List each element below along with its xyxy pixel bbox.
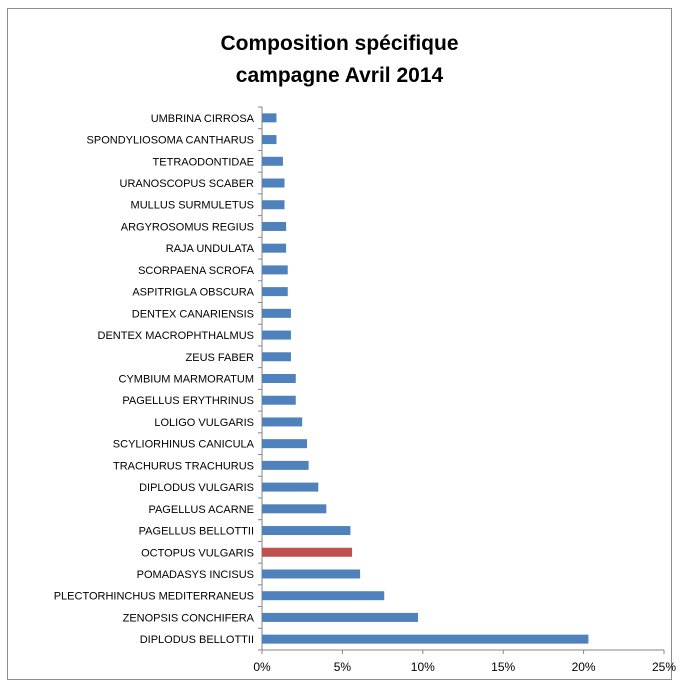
category-label: PLECTORHINCHUS MEDITERRANEUS	[54, 591, 254, 603]
x-tick-label: 25%	[652, 660, 676, 674]
x-tick-label: 20%	[572, 660, 596, 674]
chart-title-line-2: campagne Avril 2014	[235, 64, 444, 87]
category-label: DIPLODUS BELLOTTII	[140, 634, 254, 646]
category-label: DENTEX MACROPHTHALMUS	[98, 330, 254, 342]
bar	[262, 287, 288, 297]
bar	[262, 178, 285, 188]
category-label: OCTOPUS VULGARIS	[141, 547, 254, 559]
bar	[262, 569, 361, 579]
bar	[262, 352, 291, 362]
x-tick-label: 15%	[491, 660, 515, 674]
bar	[262, 526, 351, 536]
chart-title-line-1: Composition spécifique	[220, 32, 459, 55]
bar	[262, 265, 288, 275]
category-label: PAGELLUS ACARNE	[148, 504, 254, 516]
category-label: SPONDYLIOSOMA CANTHARUS	[87, 135, 254, 147]
bar	[262, 200, 285, 210]
bar	[262, 395, 296, 405]
chart-title: Composition spécifique campagne Avril 20…	[7, 28, 672, 92]
bar	[262, 374, 296, 383]
category-label: SCYLIORHINUS CANICULA	[113, 439, 255, 451]
bar	[262, 547, 353, 557]
category-label: UMBRINA CIRROSA	[151, 113, 255, 125]
bar	[262, 417, 303, 427]
category-label: ZENOPSIS CONCHIFERA	[123, 612, 255, 624]
bar	[262, 612, 418, 622]
category-label: POMADASYS INCISUS	[137, 569, 254, 581]
category-label: LOLIGO VULGARIS	[154, 417, 254, 429]
bar	[262, 460, 309, 470]
bar	[262, 135, 277, 145]
bar	[262, 156, 283, 166]
bar	[262, 308, 291, 318]
category-label: ASPITRIGLA OBSCURA	[132, 287, 254, 299]
category-label: PAGELLUS ERYTHRINUS	[122, 395, 254, 407]
x-tick-label: 10%	[411, 660, 435, 674]
category-label: ZEUS FABER	[186, 352, 255, 364]
category-label: MULLUS SURMULETUS	[131, 200, 254, 212]
category-label: PAGELLUS BELLOTTII	[139, 526, 254, 538]
bar	[262, 634, 589, 644]
bar	[262, 591, 385, 601]
bar	[262, 330, 291, 340]
category-label: SCORPAENA SCROFA	[138, 265, 255, 277]
category-label: DIPLODUS VULGARIS	[139, 482, 254, 494]
bar	[262, 243, 287, 253]
x-tick-label: 0%	[253, 660, 271, 674]
bar	[262, 482, 319, 492]
chart-frame	[7, 8, 672, 680]
bar	[262, 113, 277, 123]
category-label: DENTEX CANARIENSIS	[132, 308, 254, 320]
category-label: ARGYROSOMUS REGIUS	[121, 221, 254, 233]
category-label: TETRAODONTIDAE	[153, 156, 254, 168]
category-label: RAJA UNDULATA	[166, 243, 255, 255]
bar	[262, 221, 287, 231]
category-label: CYMBIUM MARMORATUM	[119, 374, 254, 386]
bar	[262, 439, 308, 449]
category-label: TRACHURUS TRACHURUS	[113, 460, 254, 472]
x-tick-label: 5%	[334, 660, 352, 674]
category-label: URANOSCOPUS SCABER	[120, 178, 255, 190]
bar	[262, 504, 327, 514]
